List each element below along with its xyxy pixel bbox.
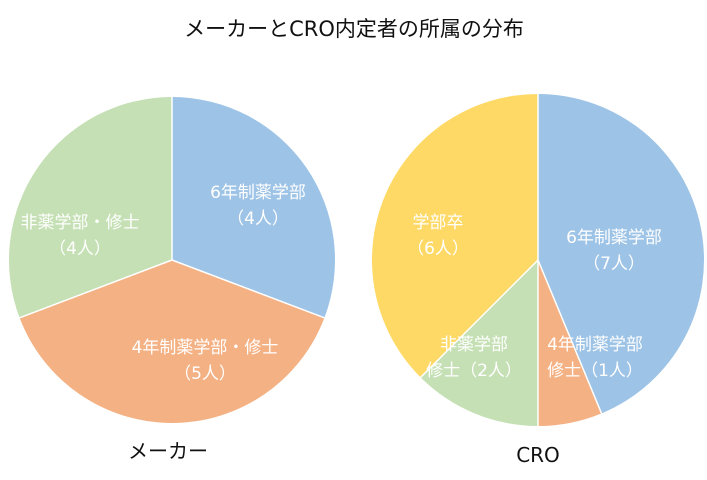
pie-slice-0-2 <box>8 96 172 318</box>
figure-title: メーカーとCRO内定者の所属の分布 <box>184 17 524 41</box>
pie-slice-1-2 <box>420 260 538 426</box>
data-label-0-0: 6年制薬学部（4人） <box>210 183 306 229</box>
slice-divider <box>171 259 325 319</box>
pie-chart-cro: 6年制薬学部（7人） 4年制薬学部修士（1人） 非薬学部修士（2人） 学部卒（6人） <box>371 94 704 426</box>
pie-slice-0-1 <box>19 260 325 423</box>
chart-label-manufacturer: メーカー <box>128 439 208 463</box>
chart-label-cro: CRO <box>516 443 560 467</box>
slice-divider <box>19 259 173 319</box>
data-label-1-3: 学部卒（6人） <box>407 213 469 259</box>
pie-slice-1-3 <box>371 94 538 378</box>
data-label-1-1: 4年制薬学部修士（1人） <box>547 335 643 381</box>
pie-chart-manufacturer: 6年制薬学部（4人） 4年制薬学部・修士（5人） 非薬学部・修士（4人） <box>8 96 335 423</box>
pie-slice-1-1 <box>538 260 602 426</box>
data-label-0-2: 非薬学部・修士（4人） <box>21 213 140 259</box>
data-label-1-2: 非薬学部修士（2人） <box>426 335 522 381</box>
slice-divider <box>537 259 603 414</box>
pie-slice-1-0 <box>538 94 704 414</box>
slice-divider <box>420 259 539 378</box>
data-label-1-0: 6年制薬学部（7人） <box>566 228 662 274</box>
pie-slice-0-0 <box>172 97 335 318</box>
data-label-0-1: 4年制薬学部・修士（5人） <box>132 338 279 384</box>
